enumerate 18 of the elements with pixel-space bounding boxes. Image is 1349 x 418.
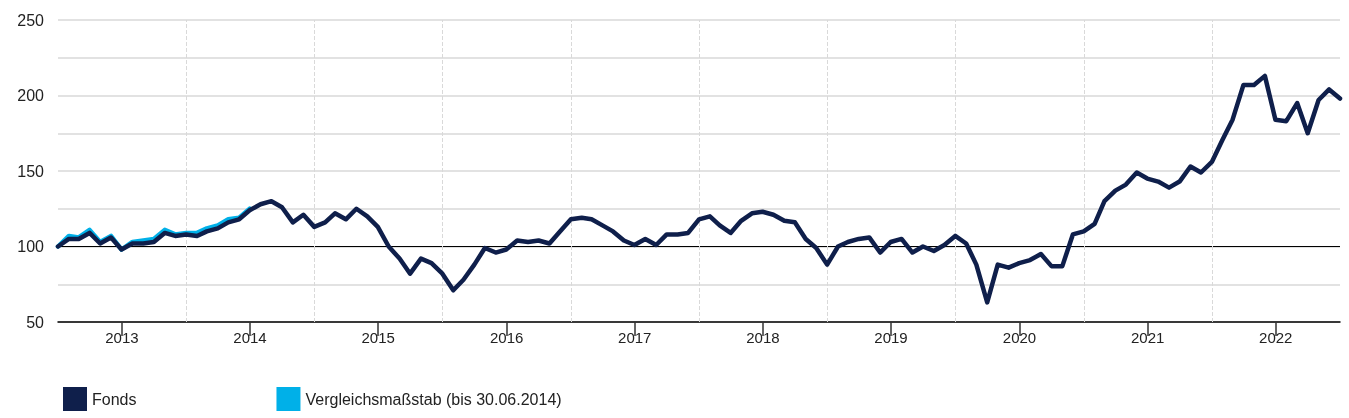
x-tick-label: 2021 — [1130, 329, 1165, 346]
x-tick-label: 2017 — [618, 329, 652, 346]
legend-label: Vergleichsmaßstab (bis 30.06.2014) — [305, 390, 562, 408]
x-tick-label: 2019 — [874, 329, 908, 346]
x-tick-label: 2016 — [489, 329, 524, 346]
y-tick-label: 100 — [17, 238, 45, 255]
line-series — [55, 73, 1343, 305]
x-tick-label: 2020 — [1002, 329, 1037, 346]
y-tick-label: 50 — [26, 313, 45, 331]
x-tick-label: 2014 — [233, 329, 267, 346]
x-tick-label: 2013 — [105, 329, 139, 346]
legend-label: Fonds — [92, 390, 137, 408]
x-tick-label: 2018 — [746, 329, 780, 346]
y-tick-label: 150 — [17, 162, 45, 180]
y-tick-label: 200 — [17, 87, 45, 104]
x-tick-label: 2015 — [361, 329, 395, 346]
x-tick-label: 2022 — [1259, 329, 1293, 346]
y-tick-label: 250 — [17, 11, 45, 29]
